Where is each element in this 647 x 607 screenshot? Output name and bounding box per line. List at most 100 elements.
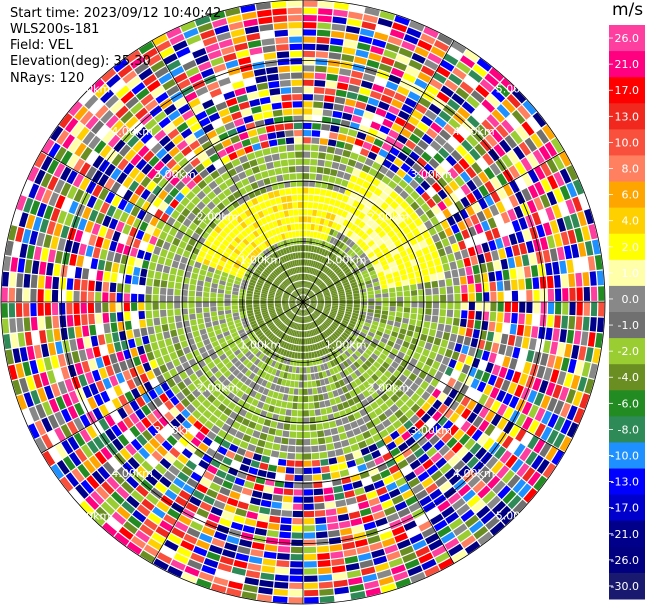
range-gate: [500, 379, 511, 392]
range-gate: [202, 436, 213, 447]
range-gate: [374, 226, 383, 234]
range-gate: [304, 288, 307, 295]
range-gate: [393, 140, 404, 151]
range-gate: [309, 180, 316, 187]
range-gate: [420, 202, 431, 213]
range-gate: [303, 14, 317, 22]
range-gate: [412, 430, 423, 441]
range-gate: [123, 302, 131, 312]
range-gate: [434, 134, 447, 147]
range-gate: [164, 258, 173, 267]
range-gate: [183, 431, 195, 442]
range-gate: [132, 238, 142, 249]
range-gate: [207, 513, 221, 523]
range-gate: [351, 115, 363, 124]
range-gate: [570, 243, 580, 259]
range-gate: [313, 495, 324, 503]
range-gate: [375, 216, 384, 226]
range-gate: [218, 314, 226, 320]
range-gate: [542, 249, 551, 263]
range-gate: [256, 82, 269, 91]
range-gate: [374, 369, 383, 378]
range-gate: [342, 219, 350, 227]
range-gate: [424, 314, 432, 322]
range-gate: [402, 255, 410, 263]
range-gate: [532, 112, 547, 128]
range-gate: [395, 476, 407, 487]
range-gate: [437, 248, 446, 257]
range-gate: [352, 290, 360, 294]
range-gate: [156, 332, 164, 341]
range-gate: [256, 401, 265, 409]
range-gate: [533, 475, 547, 491]
range-gate: [253, 68, 267, 77]
range-gate: [118, 233, 128, 245]
range-gate: [479, 138, 492, 152]
range-gate: [221, 423, 231, 433]
range-gate: [147, 512, 162, 525]
range-gate: [264, 155, 273, 163]
range-gate: [307, 290, 312, 296]
range-gate: [484, 340, 493, 352]
range-gate: [303, 453, 312, 460]
range-gate: [307, 315, 311, 322]
range-gate: [353, 328, 361, 334]
range-gate: [432, 72, 447, 84]
range-gate: [88, 313, 96, 325]
range-gate: [366, 218, 375, 227]
range-gate: [451, 549, 468, 563]
range-gate: [409, 459, 421, 470]
range-gate: [96, 323, 104, 335]
range-gate: [330, 471, 341, 479]
range-gate: [323, 347, 329, 354]
range-gate: [366, 59, 380, 69]
range-gate: [336, 403, 345, 411]
range-gate: [420, 65, 435, 77]
range-gate: [334, 586, 350, 595]
range-gate: [338, 293, 345, 297]
range-gate: [350, 333, 357, 340]
range-gate: [324, 320, 331, 326]
range-gate: [169, 244, 178, 253]
range-gate: [323, 309, 330, 314]
range-gate: [323, 249, 329, 257]
range-gate: [175, 321, 183, 329]
range-gate: [316, 270, 321, 277]
range-gate: [336, 170, 345, 179]
range-gate: [351, 254, 359, 261]
range-gate: [366, 490, 378, 500]
range-gate: [216, 493, 229, 503]
range-gate: [319, 188, 327, 196]
range-gate: [364, 248, 373, 255]
range-gate: [500, 78, 516, 93]
range-gate: [244, 518, 257, 527]
range-gate: [224, 290, 232, 295]
range-gate: [374, 407, 383, 416]
range-gate: [334, 318, 341, 324]
range-gate: [459, 55, 475, 69]
range-gate: [339, 469, 350, 478]
range-gate: [210, 506, 223, 517]
range-gate: [390, 430, 400, 440]
range-gate: [475, 447, 487, 460]
range-gate: [369, 327, 377, 334]
range-gate: [466, 456, 479, 469]
range-gate: [316, 232, 322, 239]
range-gate: [207, 404, 217, 414]
range-gate: [397, 351, 405, 359]
range-gate: [459, 81, 474, 95]
range-gate: [308, 259, 312, 267]
range-gate: [221, 510, 234, 521]
range-gate: [243, 115, 254, 124]
range-gate: [285, 137, 295, 145]
range-gate: [501, 154, 514, 168]
range-gate: [226, 535, 240, 545]
range-gate: [166, 251, 175, 260]
range-gate: [496, 187, 508, 200]
range-gate: [436, 65, 451, 78]
range-gate: [239, 440, 249, 450]
range-gate: [359, 314, 366, 319]
range-gate: [338, 520, 351, 529]
range-gate: [343, 368, 350, 377]
range-gate: [168, 483, 182, 495]
